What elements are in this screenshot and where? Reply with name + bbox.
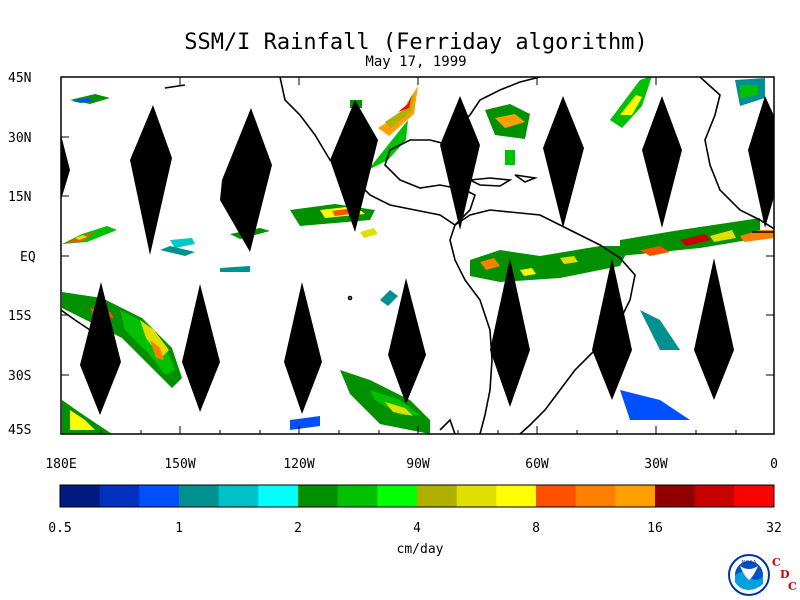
colorbar-frame: [59, 484, 775, 508]
colorbar-tick-32: 32: [766, 521, 782, 536]
lat-label-30s: 30S: [8, 369, 32, 384]
lat-label-30n: 30N: [8, 131, 32, 146]
lat-label-15s: 15S: [8, 309, 32, 324]
noaa-logo-text: NOAA: [742, 560, 757, 566]
colorbar-swatch: [337, 485, 378, 507]
lon-label-0: 0: [770, 457, 778, 472]
lon-label-120w: 120W: [283, 457, 315, 472]
lon-label-180e: 180E: [45, 457, 77, 472]
lat-label-eq: EQ: [20, 250, 36, 265]
colorbar-swatch: [258, 485, 299, 507]
cdc-letter-c2: C: [788, 580, 797, 593]
colorbar-tick-2: 2: [294, 521, 302, 536]
colorbar-swatch: [496, 485, 537, 507]
lon-label-30w: 30W: [644, 457, 668, 472]
colorbar-swatch: [139, 485, 180, 507]
noaa-emblem-icon: NOAA: [728, 554, 770, 596]
colorbar-tick-8: 8: [532, 521, 540, 536]
colorbar-swatch: [179, 485, 220, 507]
coastlines: [61, 77, 774, 434]
colorbar-swatch: [694, 485, 735, 507]
lon-label-90w: 90W: [406, 457, 430, 472]
colorbar-swatch: [298, 485, 339, 507]
axis-ticks: [61, 76, 774, 435]
colorbar-tick-16: 16: [647, 521, 663, 536]
lat-label-45s: 45S: [8, 423, 32, 438]
colorbar: [59, 484, 775, 508]
colorbar-swatch: [456, 485, 497, 507]
cdc-letter-d: D: [780, 568, 790, 581]
lat-label-45n: 45N: [8, 71, 32, 86]
colorbar-swatch: [575, 485, 616, 507]
rainfall-patches: [62, 77, 774, 434]
cdc-letter-c1: C: [772, 556, 781, 569]
colorbar-swatch: [734, 485, 775, 507]
colorbar-swatch: [99, 485, 140, 507]
lon-label-60w: 60W: [525, 457, 549, 472]
lon-label-150w: 150W: [164, 457, 196, 472]
colorbar-tick-4: 4: [413, 521, 421, 536]
colorbar-swatch: [417, 485, 458, 507]
map-title: SSM/I Rainfall (Ferriday algorithm): [184, 30, 648, 55]
colorbar-swatch: [655, 485, 696, 507]
colorbar-swatch: [377, 485, 418, 507]
colorbar-swatch: [615, 485, 656, 507]
colorbar-unit: cm/day: [396, 542, 444, 557]
lat-label-15n: 15N: [8, 190, 32, 205]
noaa-logo: NOAA C D C: [728, 554, 800, 600]
colorbar-swatch: [218, 485, 259, 507]
colorbar-tick-0-5: 0.5: [48, 521, 72, 536]
no-data-gaps: [61, 96, 774, 415]
colorbar-swatch: [60, 485, 101, 507]
colorbar-swatch: [536, 485, 577, 507]
colorbar-tick-1: 1: [175, 521, 183, 536]
map-subtitle: May 17, 1999: [365, 54, 467, 70]
